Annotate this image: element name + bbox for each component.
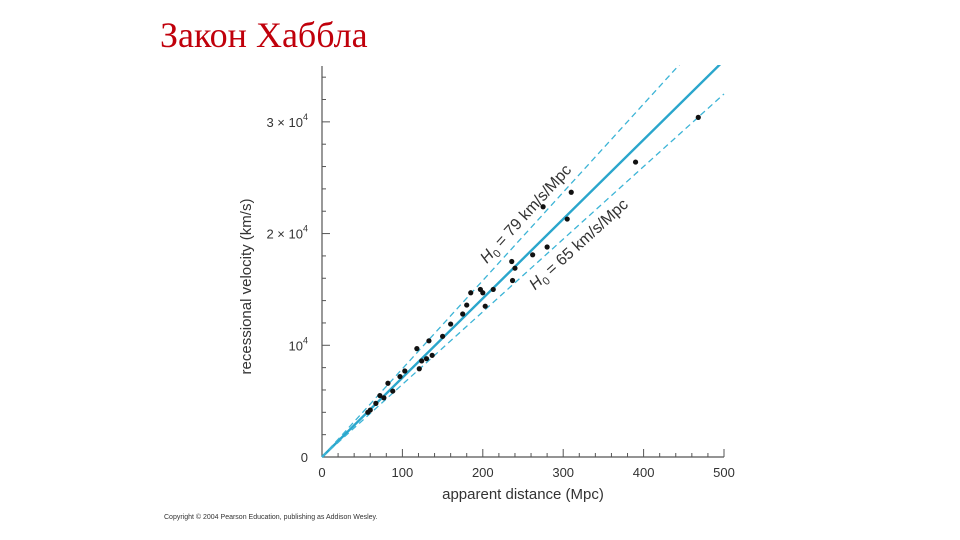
data-point xyxy=(530,252,536,258)
data-point xyxy=(632,159,639,165)
upper-bound-line xyxy=(321,65,680,458)
data-point xyxy=(419,358,425,364)
data-point xyxy=(429,352,435,358)
slide-title: Закон Хаббла xyxy=(160,15,368,55)
y-tick-label: 3 × 104 xyxy=(266,112,308,130)
data-point xyxy=(509,277,516,284)
data-point xyxy=(390,388,396,394)
lower-bound-label: H0 = 65 km/s/Mpc xyxy=(526,196,633,296)
y-tick-label: 104 xyxy=(289,335,308,353)
data-point xyxy=(568,189,574,195)
data-point xyxy=(385,380,391,386)
x-tick-label: 200 xyxy=(472,465,494,480)
data-point xyxy=(381,395,387,401)
data-point xyxy=(464,302,470,308)
data-point xyxy=(468,290,474,296)
data-point xyxy=(480,290,486,296)
data-point xyxy=(490,286,496,293)
data-point xyxy=(460,311,466,317)
y-tick-label: 2 × 104 xyxy=(266,224,308,242)
data-point xyxy=(426,338,432,344)
data-point xyxy=(482,303,488,309)
data-points xyxy=(365,114,701,415)
data-point xyxy=(373,400,379,406)
x-tick-label: 100 xyxy=(392,465,414,480)
lower-bound-line xyxy=(321,93,725,458)
data-point xyxy=(509,258,515,265)
data-point xyxy=(414,346,420,352)
data-point xyxy=(402,368,408,374)
x-tick-label: 400 xyxy=(633,465,655,480)
data-point xyxy=(397,373,403,380)
x-tick-label: 300 xyxy=(552,465,574,480)
best-fit-line xyxy=(321,65,722,458)
y-tick-label: 0 xyxy=(301,450,308,465)
data-point xyxy=(544,244,550,250)
data-point xyxy=(540,204,546,210)
data-point xyxy=(377,392,383,399)
x-axis-title: apparent distance (Mpc) xyxy=(442,486,604,503)
x-tick-label: 500 xyxy=(713,465,735,480)
x-tick-label: 0 xyxy=(318,465,325,480)
data-point xyxy=(695,114,701,120)
data-point xyxy=(564,216,570,222)
data-point xyxy=(440,333,446,339)
fit-lines xyxy=(321,65,725,458)
y-axis-title: recessional velocity (km/s) xyxy=(238,199,255,375)
data-point xyxy=(416,366,422,372)
copyright-notice: Copyright © 2004 Pearson Education, publ… xyxy=(164,514,378,521)
data-point xyxy=(512,265,518,271)
data-point xyxy=(367,407,373,413)
data-point xyxy=(423,356,430,362)
data-point xyxy=(448,321,454,327)
